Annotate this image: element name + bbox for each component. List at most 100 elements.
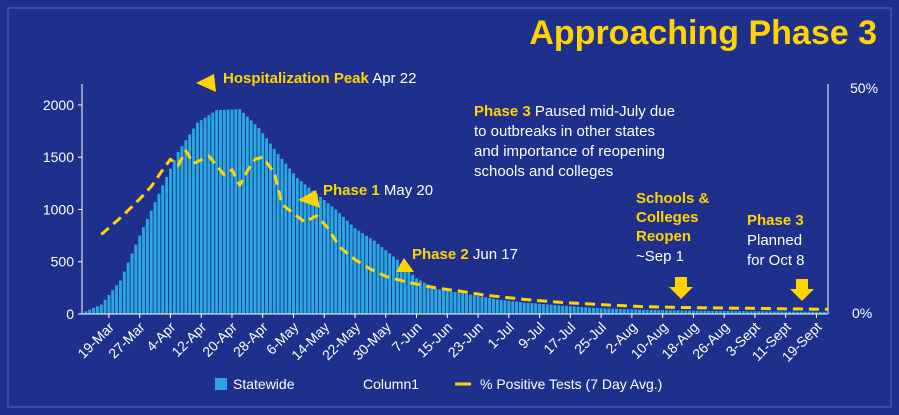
callout-arrow-icon	[298, 190, 320, 208]
bar	[480, 296, 484, 314]
legend: Statewide Column1 % Positive Tests (7 Da…	[215, 376, 662, 392]
bar	[730, 311, 734, 314]
bar	[145, 218, 149, 314]
bar	[457, 292, 461, 314]
bar	[753, 311, 757, 314]
legend-label-statewide: Statewide	[233, 376, 295, 392]
bar	[411, 274, 415, 314]
bar	[299, 181, 303, 314]
bar	[303, 184, 307, 314]
bar	[222, 109, 226, 315]
bar	[822, 311, 826, 314]
x-tick-label: 17-Jul	[540, 319, 578, 357]
bar	[111, 290, 115, 314]
bar	[99, 304, 103, 314]
bar	[799, 311, 803, 314]
y2-tick-label: 0%	[852, 305, 872, 321]
bar	[653, 310, 657, 314]
bar	[442, 290, 445, 314]
bar	[368, 238, 372, 314]
bar	[511, 301, 515, 314]
bar	[615, 308, 618, 314]
bar	[307, 187, 311, 314]
bar	[315, 193, 319, 314]
bar	[192, 128, 195, 314]
bar	[641, 309, 645, 314]
bar	[584, 307, 588, 314]
bar	[295, 178, 299, 314]
statewide-bars	[80, 109, 830, 315]
annotation-bold: Phase 2	[412, 246, 469, 263]
bar	[499, 299, 503, 314]
annotation-line: to outbreaks in other states	[474, 123, 655, 140]
bar	[357, 230, 361, 314]
bar	[92, 307, 95, 314]
bar	[791, 311, 795, 314]
annotation-line: Planned	[747, 232, 802, 249]
svg-text:Phase 2 Jun 17: Phase 2 Jun 17	[412, 246, 518, 263]
bar	[453, 292, 457, 314]
bar	[672, 310, 676, 314]
bar	[591, 307, 595, 314]
bar	[622, 309, 626, 314]
bar	[588, 307, 592, 314]
bar	[245, 116, 249, 314]
bar	[230, 109, 234, 314]
bar	[734, 311, 738, 314]
bar	[634, 309, 638, 314]
bar	[722, 311, 726, 314]
bar	[118, 280, 122, 314]
callout-arrow-icon	[196, 74, 216, 92]
x-tick-group: 19-Mar27-Mar4-Apr12-Apr20-Apr28-Apr6-May…	[74, 314, 825, 365]
bar	[757, 311, 761, 314]
bar	[553, 305, 557, 314]
bar	[780, 311, 784, 314]
bar	[788, 311, 792, 314]
annotation-phase-2: Phase 2 Jun 17	[396, 246, 518, 272]
bar	[338, 213, 342, 314]
bar	[541, 304, 545, 314]
bar	[507, 300, 511, 314]
positive-tests-line	[100, 149, 829, 311]
bar	[122, 271, 126, 314]
bar	[184, 140, 188, 314]
bar	[353, 228, 357, 314]
annotation-text: May 20	[380, 182, 433, 199]
bar	[403, 267, 407, 314]
bar	[549, 304, 553, 314]
bar	[395, 259, 399, 314]
bar	[330, 206, 334, 314]
bar	[218, 109, 222, 314]
bar	[595, 307, 599, 314]
bar	[515, 301, 518, 314]
bar	[472, 295, 476, 314]
down-arrow-icon	[790, 279, 814, 301]
bar	[599, 308, 603, 314]
legend-swatch-statewide	[215, 378, 227, 390]
annotation-bold: Colleges	[636, 209, 699, 226]
bar	[418, 280, 422, 314]
bar	[465, 293, 468, 314]
bar	[468, 294, 472, 314]
bar	[561, 305, 565, 314]
bar	[103, 299, 107, 314]
bar	[491, 298, 495, 314]
bar	[345, 220, 349, 314]
bar	[238, 109, 242, 314]
bar	[115, 285, 119, 314]
bar	[711, 310, 715, 314]
y2-tick-label: 50%	[850, 80, 878, 96]
annotation-phase-1: Phase 1 May 20	[298, 182, 433, 208]
bar	[422, 282, 426, 314]
bar	[526, 302, 530, 314]
bar	[288, 168, 292, 314]
y-tick-label: 1500	[43, 149, 74, 165]
annotation-phase-3-planned: Phase 3 Planned for Oct 8	[747, 212, 814, 301]
x-tick-label: 28-Apr	[230, 319, 271, 360]
bar	[372, 240, 376, 314]
svg-text:Phase 3 Paused mid-July due: Phase 3 Paused mid-July due	[474, 103, 675, 120]
bar	[138, 235, 142, 314]
annotation-bold: Reopen	[636, 228, 691, 245]
bar	[80, 312, 84, 314]
bar	[522, 302, 526, 314]
